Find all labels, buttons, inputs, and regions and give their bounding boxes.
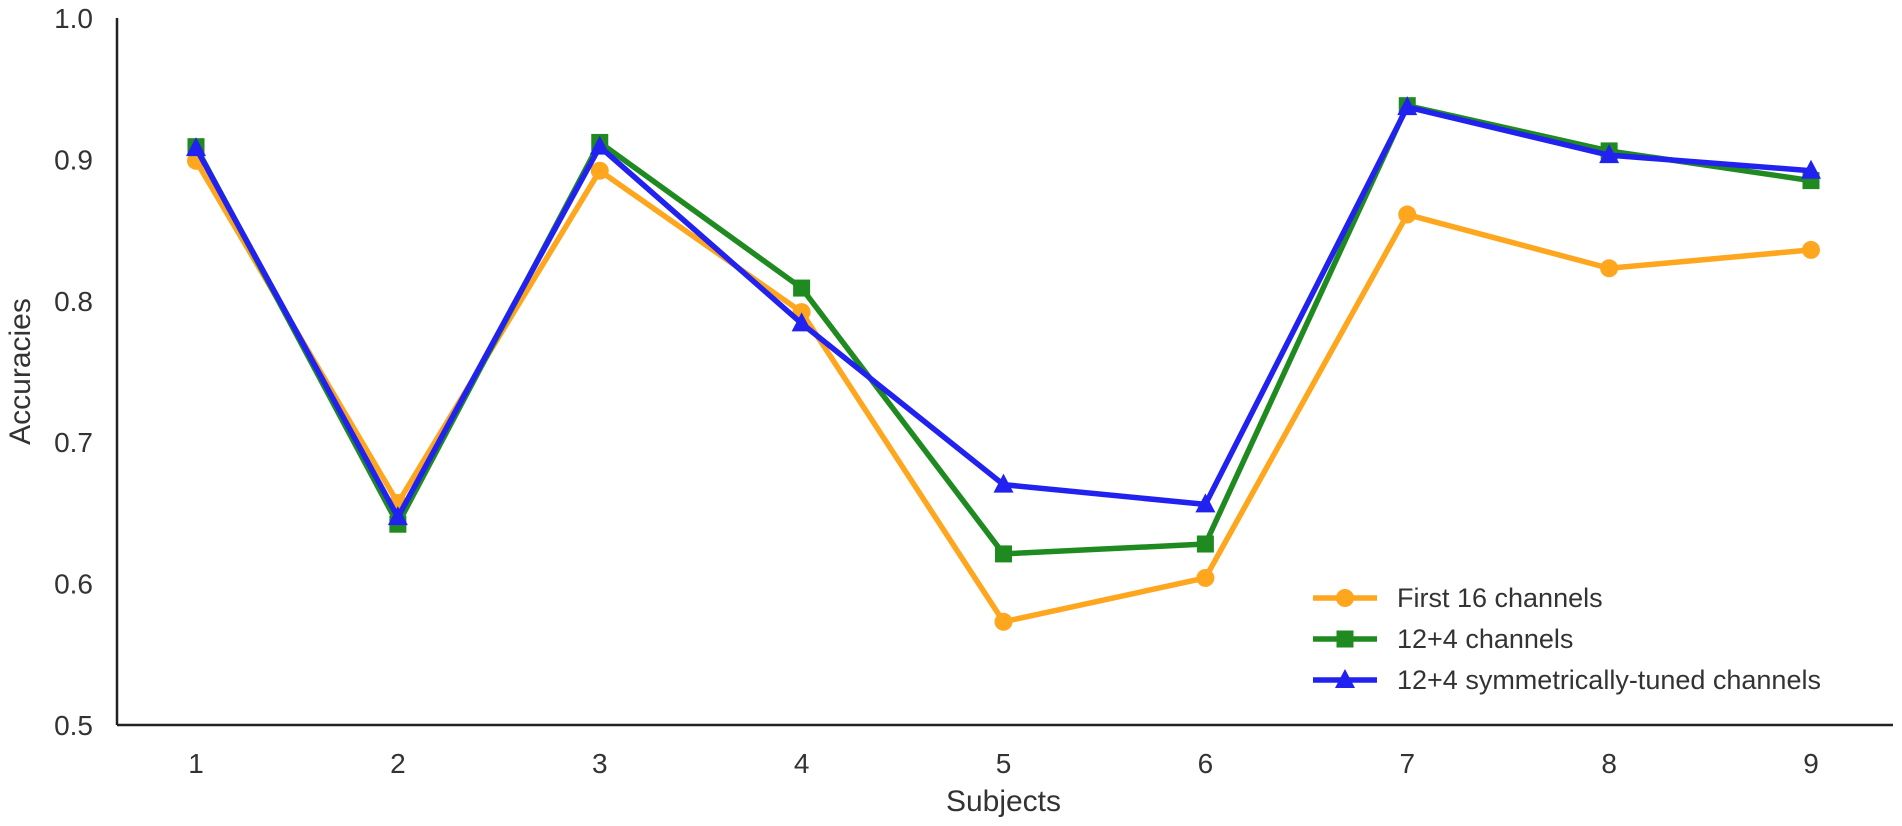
data-point	[995, 545, 1012, 563]
legend: First 16 channels 12+4 channels 12+4 symme…	[1313, 583, 1821, 695]
x-axis-label: Subjects	[946, 785, 1061, 818]
legend-marker	[1335, 669, 1355, 688]
y-tick-label: 0.6	[54, 569, 93, 600]
y-tick-label: 1.0	[54, 3, 93, 34]
y-tick-label: 0.9	[54, 144, 93, 175]
x-tick-label: 4	[794, 748, 810, 779]
series-2	[187, 97, 1820, 563]
x-axis: 1 2 3 4 5 6 7 8 9	[117, 723, 1893, 779]
x-tick-label: 5	[996, 748, 1012, 779]
x-tick-label: 9	[1803, 748, 1819, 779]
data-point	[1801, 159, 1821, 179]
data-point	[1397, 96, 1418, 116]
legend-label: 12+4 symmetrically-tuned channels	[1397, 665, 1821, 695]
y-tick-label: 0.7	[54, 427, 93, 458]
data-point	[186, 137, 206, 157]
data-point	[1398, 205, 1417, 224]
x-tick-label: 1	[188, 748, 204, 779]
data-point	[590, 161, 609, 180]
legend-item: First 16 channels	[1313, 583, 1603, 613]
data-point	[1802, 240, 1820, 259]
data-point	[589, 135, 610, 155]
y-tick-label: 0.5	[54, 710, 93, 741]
legend-label: First 16 channels	[1397, 583, 1603, 613]
data-point	[1599, 144, 1620, 164]
data-point	[1196, 535, 1214, 553]
series-3	[186, 96, 1821, 526]
data-point	[994, 612, 1013, 631]
legend-marker	[1336, 630, 1354, 648]
data-point	[793, 279, 811, 297]
plot-area	[186, 96, 1821, 631]
legend-item: 12+4 symmetrically-tuned channels	[1313, 665, 1821, 695]
legend-marker	[1336, 589, 1354, 607]
x-tick-label: 8	[1601, 748, 1617, 779]
x-tick-label: 2	[390, 748, 406, 779]
data-point	[387, 506, 408, 526]
data-point	[791, 312, 812, 332]
data-point	[1195, 493, 1216, 513]
x-tick-label: 7	[1399, 748, 1415, 779]
x-tick-label: 6	[1198, 748, 1214, 779]
legend-item: 12+4 channels	[1313, 624, 1573, 654]
legend-label: 12+4 channels	[1397, 624, 1573, 654]
x-tick-label: 3	[592, 748, 608, 779]
data-point	[993, 473, 1014, 493]
y-tick-label: 0.8	[54, 286, 93, 317]
data-point	[1196, 568, 1215, 587]
data-point	[1600, 259, 1619, 278]
y-axis: 0.5 0.6 0.7 0.8 0.9 1.0	[54, 3, 119, 741]
series-line	[193, 104, 1814, 520]
y-axis-label: Accuracies	[4, 298, 37, 445]
